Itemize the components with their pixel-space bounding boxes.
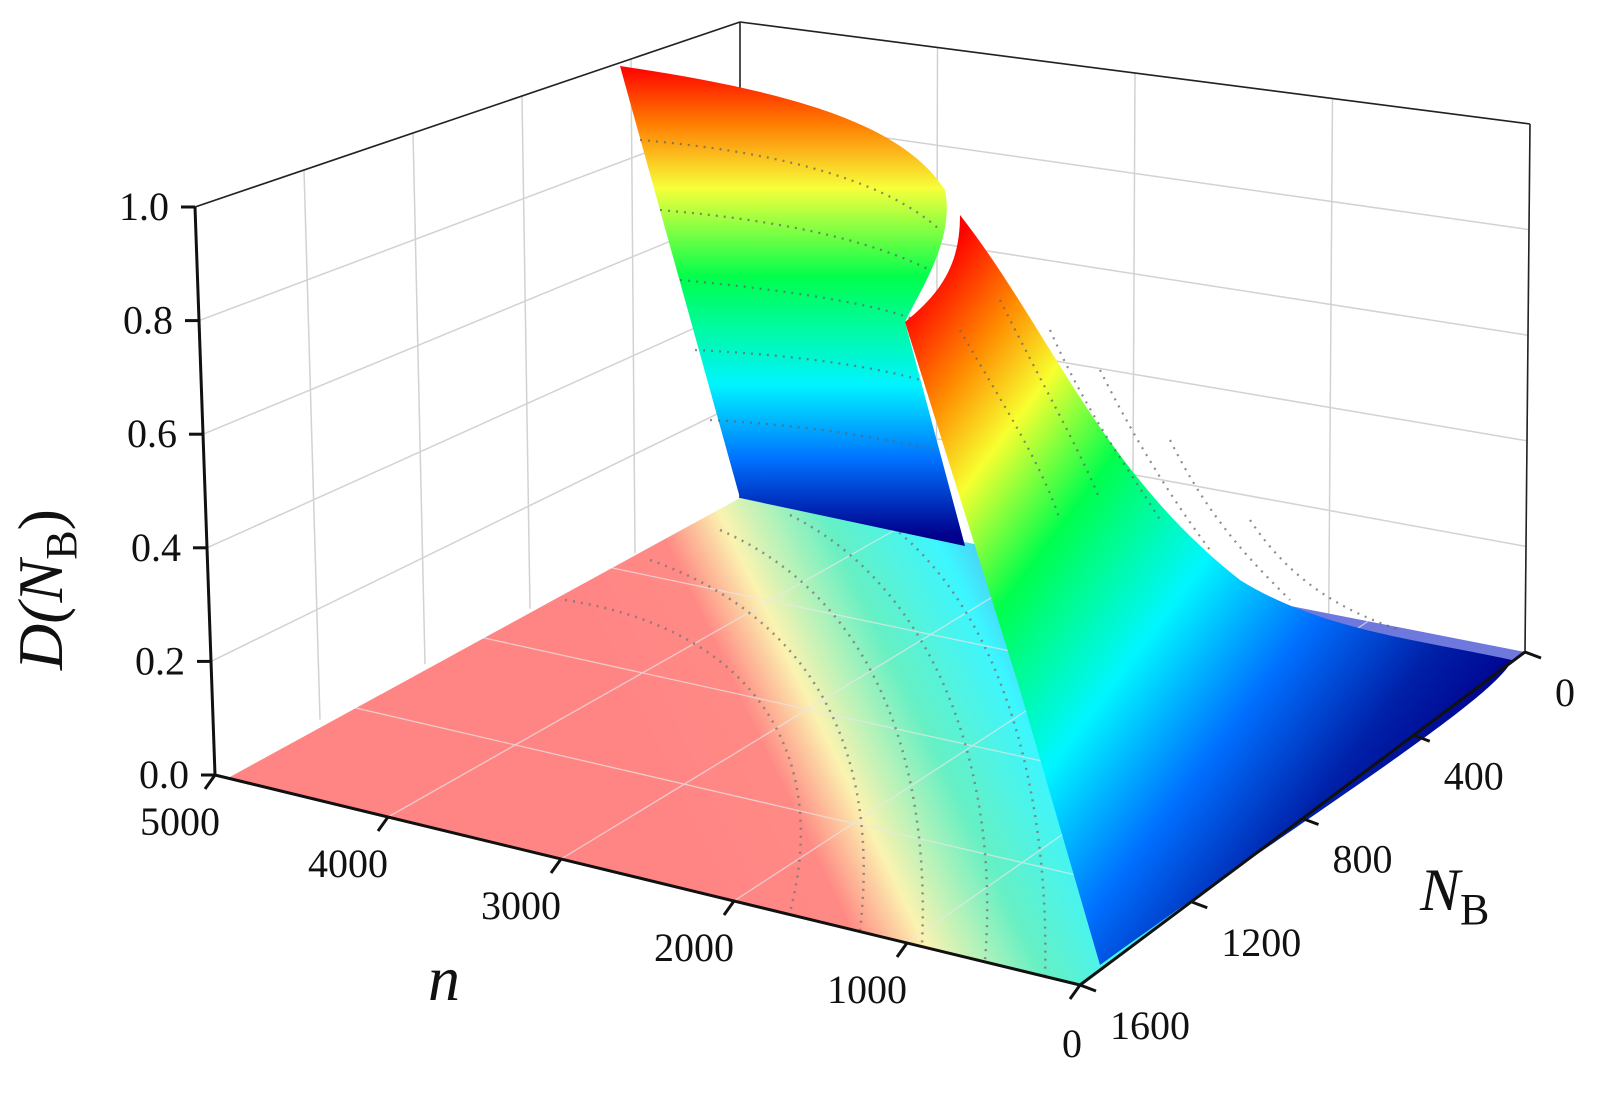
z-tick-label: 0.4: [131, 525, 181, 570]
n-tick-label: 2000: [654, 925, 734, 970]
nb-tick-label: 800: [1333, 837, 1393, 882]
n-tick: [376, 816, 390, 832]
z-axis-title-sub: B: [37, 530, 86, 559]
n-tick-label: 1000: [827, 967, 907, 1012]
n-tick-label: 3000: [481, 883, 561, 928]
nb-tick-label: 1200: [1221, 920, 1301, 965]
floor-grid-line: [346, 705, 1192, 903]
z-axis-title-close: ): [5, 509, 76, 530]
grid-line: [202, 211, 741, 435]
nb-axis-ticks: 0 400 800 1200 1600: [1079, 650, 1575, 1048]
z-axis-title: D(NB): [5, 509, 86, 671]
n-tick: [895, 942, 909, 958]
n-tick: [549, 858, 563, 874]
grid-line: [210, 402, 741, 663]
surface-front-wall: [620, 66, 965, 546]
nb-tick-label: 400: [1444, 753, 1504, 798]
nb-tick: [1301, 817, 1320, 826]
z-tick-label: 0.2: [135, 638, 185, 683]
nb-tick: [1079, 983, 1097, 993]
z-tick-label: 0.6: [127, 411, 177, 456]
grid-line: [521, 95, 531, 609]
nb-axis-title: NB: [1419, 857, 1489, 934]
z-tick-label: 0.0: [139, 752, 189, 797]
z-tick-label: 1.0: [119, 184, 169, 229]
surface-sheet: [905, 215, 1512, 965]
nb-tick: [1413, 733, 1431, 743]
grid-line: [206, 306, 741, 549]
grid-line: [1328, 98, 1334, 614]
nb-axis-title-sub: B: [1460, 885, 1489, 934]
n-tick: [1068, 984, 1082, 1000]
nb-axis-title-main: N: [1419, 857, 1463, 923]
n-axis-title: n: [428, 943, 460, 1014]
nb-tick: [1190, 900, 1208, 910]
n-tick: [203, 774, 217, 790]
grid-line: [303, 169, 321, 720]
z-axis-title-main: D(N: [5, 556, 76, 671]
nb-tick-label: 1600: [1110, 1003, 1190, 1048]
n-tick-label: 5000: [140, 799, 220, 844]
grid-line: [630, 58, 636, 554]
n-tick-label: 4000: [308, 841, 388, 886]
grid-line: [412, 132, 426, 665]
n-tick-label: 0: [1062, 1021, 1082, 1066]
nb-tick-label: 0: [1555, 670, 1575, 715]
nb-tick: [1524, 650, 1542, 660]
n-axis-ticks: 0 1000 2000 3000 4000 5000: [140, 774, 1082, 1066]
n-tick: [722, 900, 736, 916]
z-tick-label: 0.8: [123, 298, 173, 343]
z-axis-ticks: 0.0 0.2 0.4 0.6 0.8 1.0: [119, 184, 215, 797]
